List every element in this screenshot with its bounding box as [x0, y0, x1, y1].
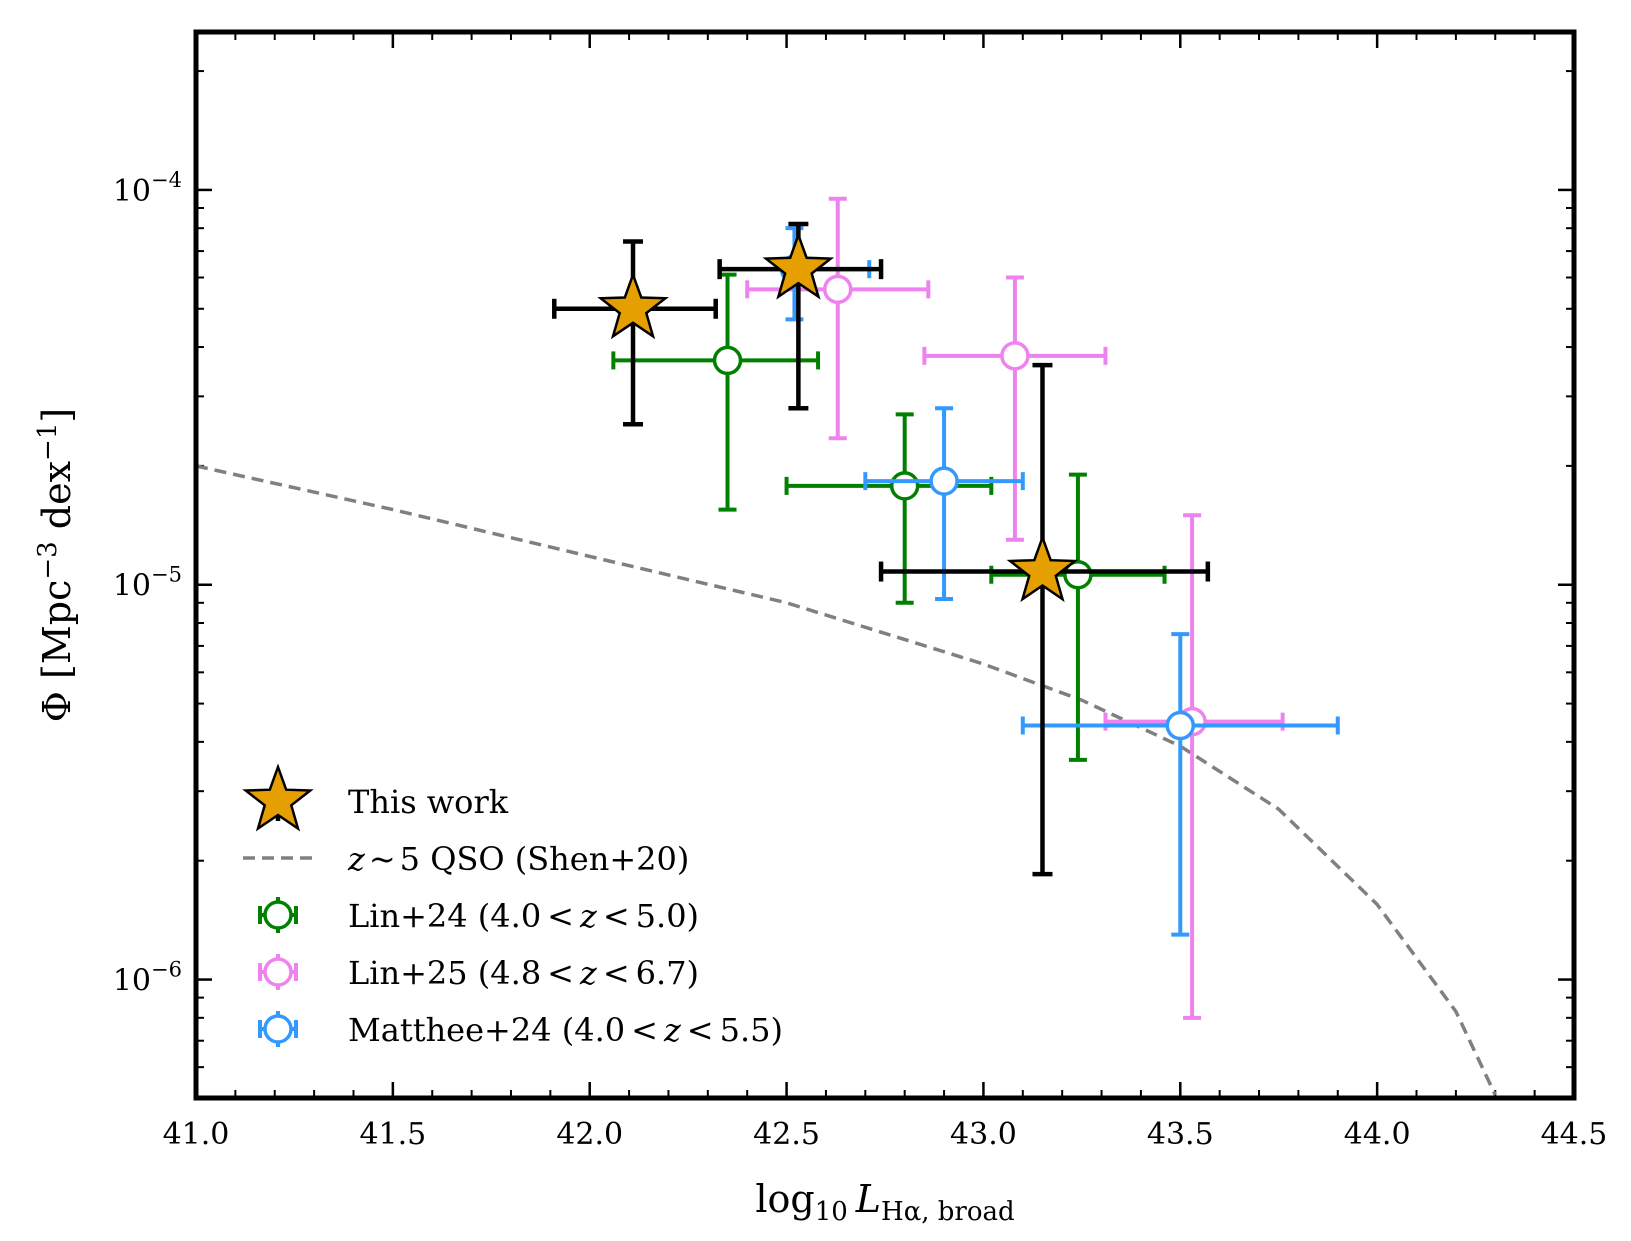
x-axis-label-sub2: Hα, broad	[881, 1197, 1015, 1227]
plot-frame	[193, 29, 1577, 1101]
lin24-point	[1063, 559, 1093, 590]
matthee24-point	[929, 466, 959, 496]
svg-text:Φ [Mpc−3 dex−1]: Φ [Mpc−3 dex−1]	[33, 408, 79, 722]
x-tick-label: 41.0	[163, 1117, 230, 1152]
legend-label-matthee24: Matthee+24 (4.0 < z <5.5)	[348, 1011, 783, 1049]
y-axis-label-mid: dex	[35, 461, 79, 541]
legend: This work z ~5 QSO (Shen+20) Lin+24 (4.0 <…	[242, 763, 783, 1049]
y-tick-label: 10−6	[113, 958, 182, 999]
lin24-point	[889, 471, 920, 501]
lin24-point	[712, 345, 743, 376]
legend-handle-lin24-marker	[263, 900, 293, 930]
x-tick-label: 44.0	[1344, 1117, 1411, 1152]
x-tick-label: 43.5	[1147, 1117, 1214, 1152]
legend-label-lin25: Lin+25 (4.8 < z <6.7)	[348, 954, 699, 992]
y-axis-label: Φ [Mpc−3 dex−1]	[33, 408, 79, 722]
x-axis-label-main: L	[855, 1177, 881, 1221]
this-work-star	[597, 271, 669, 340]
legend-label-this-work: This work	[348, 783, 509, 821]
x-tick-label: 43.0	[950, 1117, 1017, 1152]
y-tick-label: 10−4	[113, 168, 182, 209]
y-axis-label-close: ]	[35, 408, 79, 423]
y-axis-label-exp1: −3	[33, 541, 63, 579]
matthee24-point	[1165, 710, 1196, 741]
legend-handle-lin25-marker	[263, 957, 293, 987]
lin25-point	[823, 274, 853, 305]
tick-labels: 41.0 41.5 42.0 42.5 43.0 43.5 44.0 44.5 10−6 10−5…	[113, 168, 1608, 1152]
legend-label-lin24: Lin+24 (4.0 < z <5.0)	[348, 897, 699, 935]
x-tick-label: 42.0	[556, 1117, 623, 1152]
x-axis-label: log10 LHα, broad	[755, 1177, 1014, 1227]
legend-handle-matthee24-marker	[263, 1014, 293, 1044]
lin25-point	[1000, 341, 1030, 371]
legend-handles	[242, 763, 315, 1047]
x-tick-label: 41.5	[359, 1117, 426, 1152]
legend-label-qso: z ~5 QSO (Shen+20)	[347, 840, 689, 878]
y-axis-label-main: Φ [Mpc	[35, 580, 79, 723]
legend-handle-this-work-star	[242, 763, 314, 832]
x-axis-label-prefix: log	[755, 1177, 814, 1221]
x-tick-label: 42.5	[753, 1117, 820, 1152]
x-axis-label-sub1: 10	[815, 1197, 848, 1227]
y-tick-label: 10−5	[113, 563, 182, 604]
plot-area	[196, 196, 1497, 1096]
x-tick-label: 44.5	[1541, 1117, 1608, 1152]
this-work-star	[762, 231, 835, 300]
this-work-star	[1006, 533, 1079, 603]
y-axis-label-exp2: −1	[33, 423, 63, 461]
qso-curve-line	[196, 464, 1497, 1096]
